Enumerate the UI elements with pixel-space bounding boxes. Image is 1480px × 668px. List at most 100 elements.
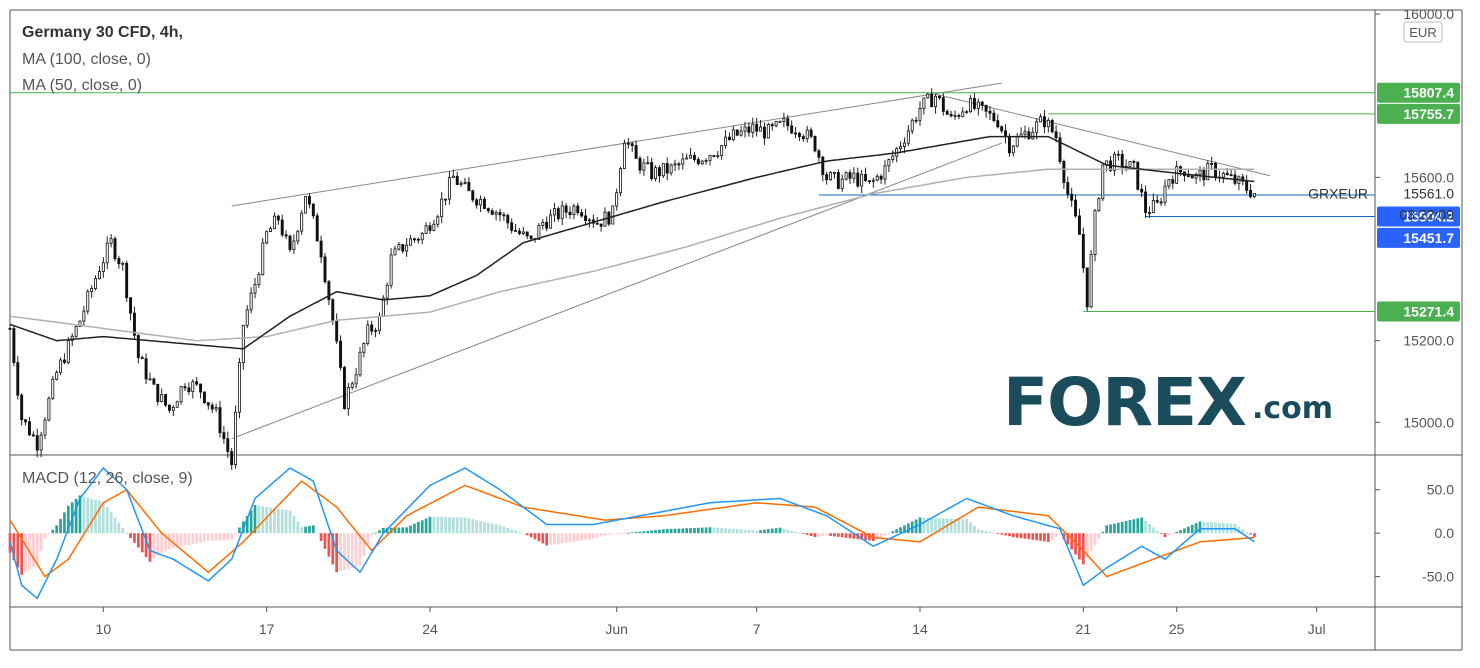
macd-histogram-bar (296, 521, 300, 534)
candle-body (572, 205, 576, 216)
macd-histogram-bar (31, 533, 35, 567)
macd-histogram-bar (906, 523, 910, 534)
candle-body (1050, 119, 1054, 133)
candle-body (1128, 161, 1132, 167)
macd-histogram-bar (1202, 521, 1206, 534)
candle-body (809, 129, 813, 137)
candle-body (813, 135, 817, 152)
candle-body (965, 111, 969, 114)
macd-histogram-bar (545, 533, 549, 546)
candle-body (1252, 193, 1256, 198)
candle-body (646, 162, 650, 164)
macd-tick-label: 50.0 (1427, 482, 1454, 498)
macd-histogram-bar (1163, 533, 1167, 538)
macd-histogram-bar (661, 529, 665, 534)
macd-legend[interactable]: MACD (12, 26, close, 9) (22, 470, 193, 487)
macd-histogram-bar (24, 533, 27, 573)
macd-histogram-bar (533, 533, 537, 540)
macd-histogram-bar (941, 518, 945, 534)
macd-histogram-bar (249, 510, 253, 534)
candle-body (1089, 254, 1093, 308)
candle-body (615, 192, 619, 207)
price-tick-label: 16000.0 (1403, 6, 1454, 22)
candle-body (805, 129, 809, 140)
macd-histogram-bar (576, 533, 580, 541)
macd-histogram-bar (113, 517, 117, 534)
macd-histogram-bar (148, 533, 152, 562)
candle-body (1101, 164, 1105, 200)
macd-histogram-bar (346, 533, 350, 569)
candle-body (292, 240, 296, 250)
candle-body (731, 129, 735, 141)
candle-body (276, 215, 280, 221)
macd-histogram-bar (43, 533, 47, 539)
macd-histogram-bar (195, 533, 199, 544)
macd-histogram-bar (121, 527, 125, 534)
price-tick-label: 15600.0 (1403, 169, 1454, 185)
macd-histogram-bar (413, 523, 416, 534)
candle-body (436, 216, 440, 225)
macd-histogram-bar (1144, 520, 1147, 534)
candle-body (665, 163, 669, 174)
macd-histogram-bar (1253, 533, 1256, 538)
candle-body (55, 372, 59, 380)
macd-histogram-bar (1186, 526, 1190, 534)
macd-histogram-bar (595, 533, 599, 538)
macd-histogram-bar (199, 533, 202, 543)
macd-histogram-bar (276, 508, 280, 534)
macd-histogram-bar (623, 533, 626, 534)
macd-histogram-bar (300, 527, 304, 534)
candle-body (405, 244, 409, 252)
candle-body (899, 146, 903, 149)
candle-body (891, 155, 895, 160)
macd-histogram-bar (171, 533, 175, 548)
candle-body (514, 229, 518, 232)
time-tick-label: Jun (605, 621, 628, 637)
macd-histogram-bar (1159, 533, 1163, 534)
candle-body (871, 179, 875, 182)
macd-histogram-bar (537, 533, 541, 542)
candle-body (1151, 200, 1155, 213)
time-tick-label: 25 (1169, 621, 1185, 637)
candle-body (86, 291, 90, 312)
candle-body (230, 451, 234, 465)
candle-body (160, 394, 164, 403)
candle-body (140, 357, 144, 360)
candle-body (980, 101, 984, 106)
level-badge (1377, 103, 1460, 124)
macd-histogram-bar (308, 526, 311, 534)
macd-histogram-bar (603, 533, 607, 536)
candle-body (926, 93, 930, 99)
candle-body (179, 386, 183, 403)
macd-histogram-bar (1058, 533, 1062, 535)
ma100-legend[interactable]: MA (100, close, 0) (22, 51, 151, 68)
candle-body (720, 145, 724, 156)
candle-body (280, 219, 284, 236)
macd-histogram-bar (934, 518, 937, 534)
macd-histogram-bar (20, 533, 24, 575)
macd-histogram-bar (451, 517, 455, 534)
macd-histogram-bar (506, 527, 510, 534)
candle-body (1159, 201, 1163, 204)
candle-body (385, 284, 389, 299)
candle-body (346, 386, 350, 410)
macd-histogram-bar (1031, 533, 1035, 540)
candle-body (214, 407, 218, 410)
candle-body (455, 175, 459, 185)
candle-body (428, 225, 432, 231)
candle-body (307, 196, 311, 205)
candle-body (864, 174, 868, 182)
macd-histogram-bar (483, 521, 486, 534)
macd-histogram-bar (895, 529, 899, 534)
level-badge (1377, 301, 1460, 322)
candle-body (482, 198, 486, 209)
candle-body (972, 98, 976, 109)
candle-body (1035, 121, 1039, 133)
ma50-legend[interactable]: MA (50, close, 0) (22, 77, 143, 94)
macd-histogram-bar (16, 533, 20, 568)
candle-body (770, 124, 774, 127)
candle-body (358, 351, 362, 376)
macd-histogram-bar (755, 530, 759, 534)
